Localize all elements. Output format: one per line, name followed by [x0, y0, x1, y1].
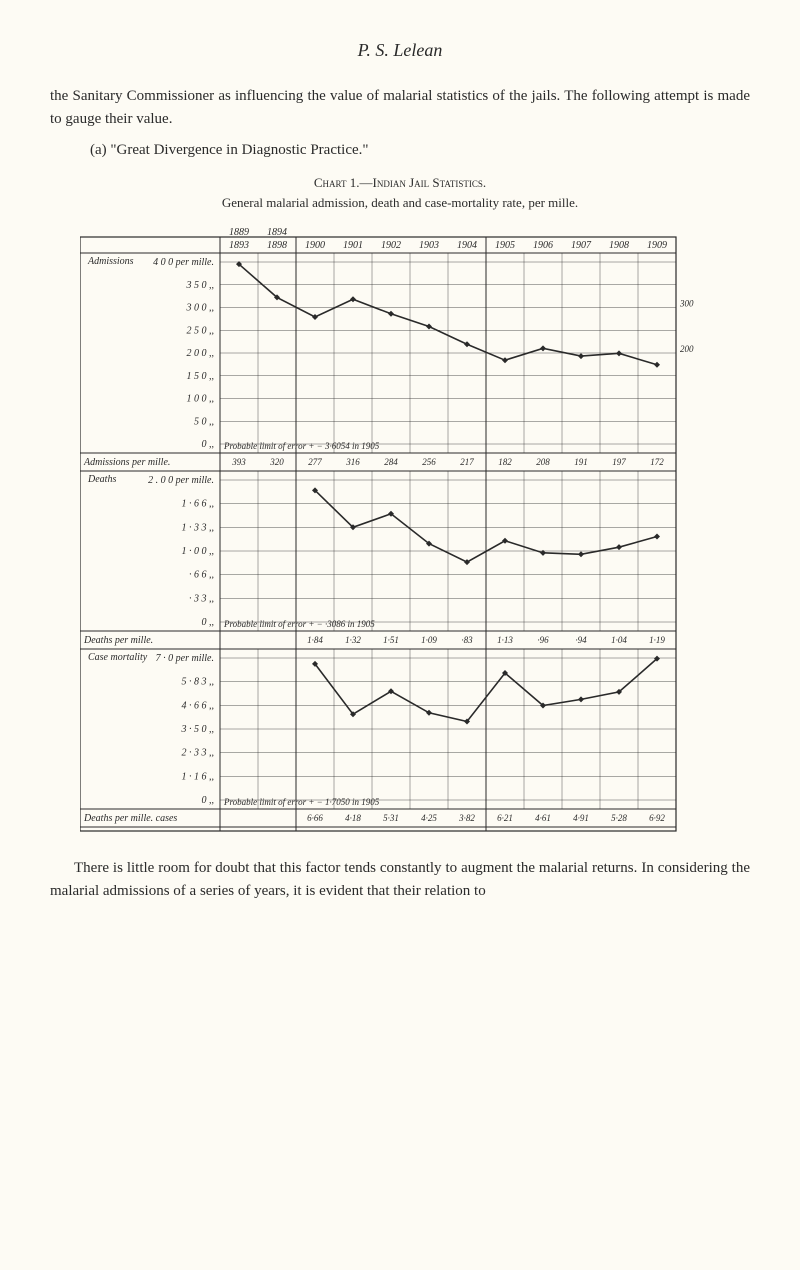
svg-text:172: 172 — [650, 457, 664, 467]
svg-text:6·66: 6·66 — [307, 813, 323, 823]
svg-text:Deaths per mille.: Deaths per mille. — [83, 635, 153, 646]
svg-text:1902: 1902 — [381, 240, 401, 251]
svg-text:300: 300 — [679, 299, 694, 309]
svg-text:4 0 0 per mille.: 4 0 0 per mille. — [153, 257, 214, 268]
svg-text:0 ,,: 0 ,, — [202, 439, 215, 450]
svg-text:6·92: 6·92 — [649, 813, 665, 823]
svg-text:Deaths: Deaths — [87, 474, 116, 485]
svg-text:1907: 1907 — [571, 240, 592, 251]
svg-text:1 · 6 6 ,,: 1 · 6 6 ,, — [182, 499, 215, 510]
svg-text:4·91: 4·91 — [573, 813, 589, 823]
svg-text:1900: 1900 — [305, 240, 325, 251]
svg-text:1 · 1 6 ,,: 1 · 1 6 ,, — [182, 771, 215, 782]
svg-text:5 · 8 3 ,,: 5 · 8 3 ,, — [182, 677, 215, 688]
svg-text:197: 197 — [612, 457, 626, 467]
svg-text:·94: ·94 — [575, 635, 587, 645]
svg-text:1·13: 1·13 — [497, 635, 513, 645]
svg-text:·83: ·83 — [461, 635, 473, 645]
svg-text:7 · 0 per mille.: 7 · 0 per mille. — [156, 653, 214, 664]
chart-svg: 1889 1894 1893 1898 1900 1901 1902 1903 1904 1905… — [80, 225, 716, 833]
svg-text:277: 277 — [308, 457, 322, 467]
svg-text:Probable limit of error + − 1·: Probable limit of error + − 1·7050 in 19… — [223, 797, 380, 807]
svg-text:3 0 0 ,,: 3 0 0 ,, — [186, 303, 215, 314]
svg-text:217: 217 — [460, 457, 474, 467]
svg-text:1889: 1889 — [229, 227, 249, 238]
svg-text:1·51: 1·51 — [383, 635, 399, 645]
svg-text:1·04: 1·04 — [611, 635, 627, 645]
svg-text:1 5 0 ,,: 1 5 0 ,, — [187, 371, 215, 382]
svg-text:1908: 1908 — [609, 240, 629, 251]
svg-text:4·25: 4·25 — [421, 813, 437, 823]
svg-text:5·31: 5·31 — [383, 813, 399, 823]
svg-text:1·32: 1·32 — [345, 635, 361, 645]
svg-text:· 6 6 ,,: · 6 6 ,, — [189, 570, 214, 581]
svg-text:Case mortality: Case mortality — [88, 652, 148, 663]
svg-text:1 · 3 3 ,,: 1 · 3 3 ,, — [182, 522, 215, 533]
svg-text:1906: 1906 — [533, 240, 553, 251]
svg-text:3 · 5 0 ,,: 3 · 5 0 ,, — [181, 724, 215, 735]
svg-text:1909: 1909 — [647, 240, 667, 251]
svg-text:1893: 1893 — [229, 240, 249, 251]
svg-text:Admissions: Admissions — [87, 256, 134, 267]
svg-text:1894: 1894 — [267, 227, 287, 238]
svg-text:200: 200 — [680, 344, 694, 354]
svg-text:Deaths per mille. cases: Deaths per mille. cases — [83, 813, 177, 824]
svg-text:3 5 0 ,,: 3 5 0 ,, — [186, 280, 215, 291]
svg-text:1·09: 1·09 — [421, 635, 437, 645]
svg-text:1·19: 1·19 — [649, 635, 665, 645]
svg-text:· 3 3 ,,: · 3 3 ,, — [189, 593, 214, 604]
svg-text:6·21: 6·21 — [497, 813, 513, 823]
svg-text:3·82: 3·82 — [458, 813, 475, 823]
svg-text:4·18: 4·18 — [345, 813, 361, 823]
svg-text:208: 208 — [536, 457, 550, 467]
svg-text:1898: 1898 — [267, 240, 287, 251]
svg-text:256: 256 — [422, 457, 436, 467]
svg-text:2 · 3 3 ,,: 2 · 3 3 ,, — [182, 748, 215, 759]
svg-text:Probable limit of error + − ·3: Probable limit of error + − ·3086 in 190… — [223, 619, 375, 629]
svg-text:1 · 0 0 ,,: 1 · 0 0 ,, — [182, 546, 215, 557]
svg-text:0 ,,: 0 ,, — [202, 617, 215, 628]
svg-text:Probable limit of error + − 3·: Probable limit of error + − 3·6054 in 19… — [223, 441, 380, 451]
chart-subtitle: General malarial admission, death and ca… — [50, 195, 750, 211]
svg-text:1 0 0 ,,: 1 0 0 ,, — [187, 394, 215, 405]
svg-text:1901: 1901 — [343, 240, 363, 251]
author-name: P. S. Lelean — [50, 40, 750, 61]
svg-text:·96: ·96 — [537, 635, 549, 645]
svg-text:1·84: 1·84 — [307, 635, 323, 645]
svg-text:Admissions per mille.: Admissions per mille. — [83, 457, 170, 468]
svg-text:393: 393 — [231, 457, 246, 467]
svg-text:316: 316 — [345, 457, 360, 467]
chart-container: 1889 1894 1893 1898 1900 1901 1902 1903 1904 1905… — [80, 225, 720, 833]
svg-text:2 0 0 ,,: 2 0 0 ,, — [187, 348, 215, 359]
svg-text:182: 182 — [498, 457, 512, 467]
svg-text:5 0 ,,: 5 0 ,, — [194, 416, 214, 427]
svg-text:0 ,,: 0 ,, — [202, 795, 215, 806]
svg-text:284: 284 — [384, 457, 398, 467]
subhead-a: (a) "Great Divergence in Diagnostic Prac… — [90, 142, 750, 159]
svg-text:5·28: 5·28 — [611, 813, 627, 823]
paragraph-1: the Sanitary Commissioner as influencing… — [50, 85, 750, 130]
svg-text:320: 320 — [269, 457, 284, 467]
chart-title: Chart 1.—Indian Jail Statistics. — [50, 175, 750, 191]
svg-text:1904: 1904 — [457, 240, 477, 251]
svg-text:1903: 1903 — [419, 240, 439, 251]
svg-text:1905: 1905 — [495, 240, 515, 251]
svg-text:191: 191 — [574, 457, 588, 467]
svg-text:2 5 0 ,,: 2 5 0 ,, — [187, 325, 215, 336]
svg-text:2 . 0 0 per mille.: 2 . 0 0 per mille. — [148, 475, 214, 486]
svg-text:4·61: 4·61 — [535, 813, 551, 823]
svg-text:4 · 6 6 ,,: 4 · 6 6 ,, — [182, 700, 215, 711]
paragraph-2: There is little room for doubt that this… — [50, 857, 750, 902]
